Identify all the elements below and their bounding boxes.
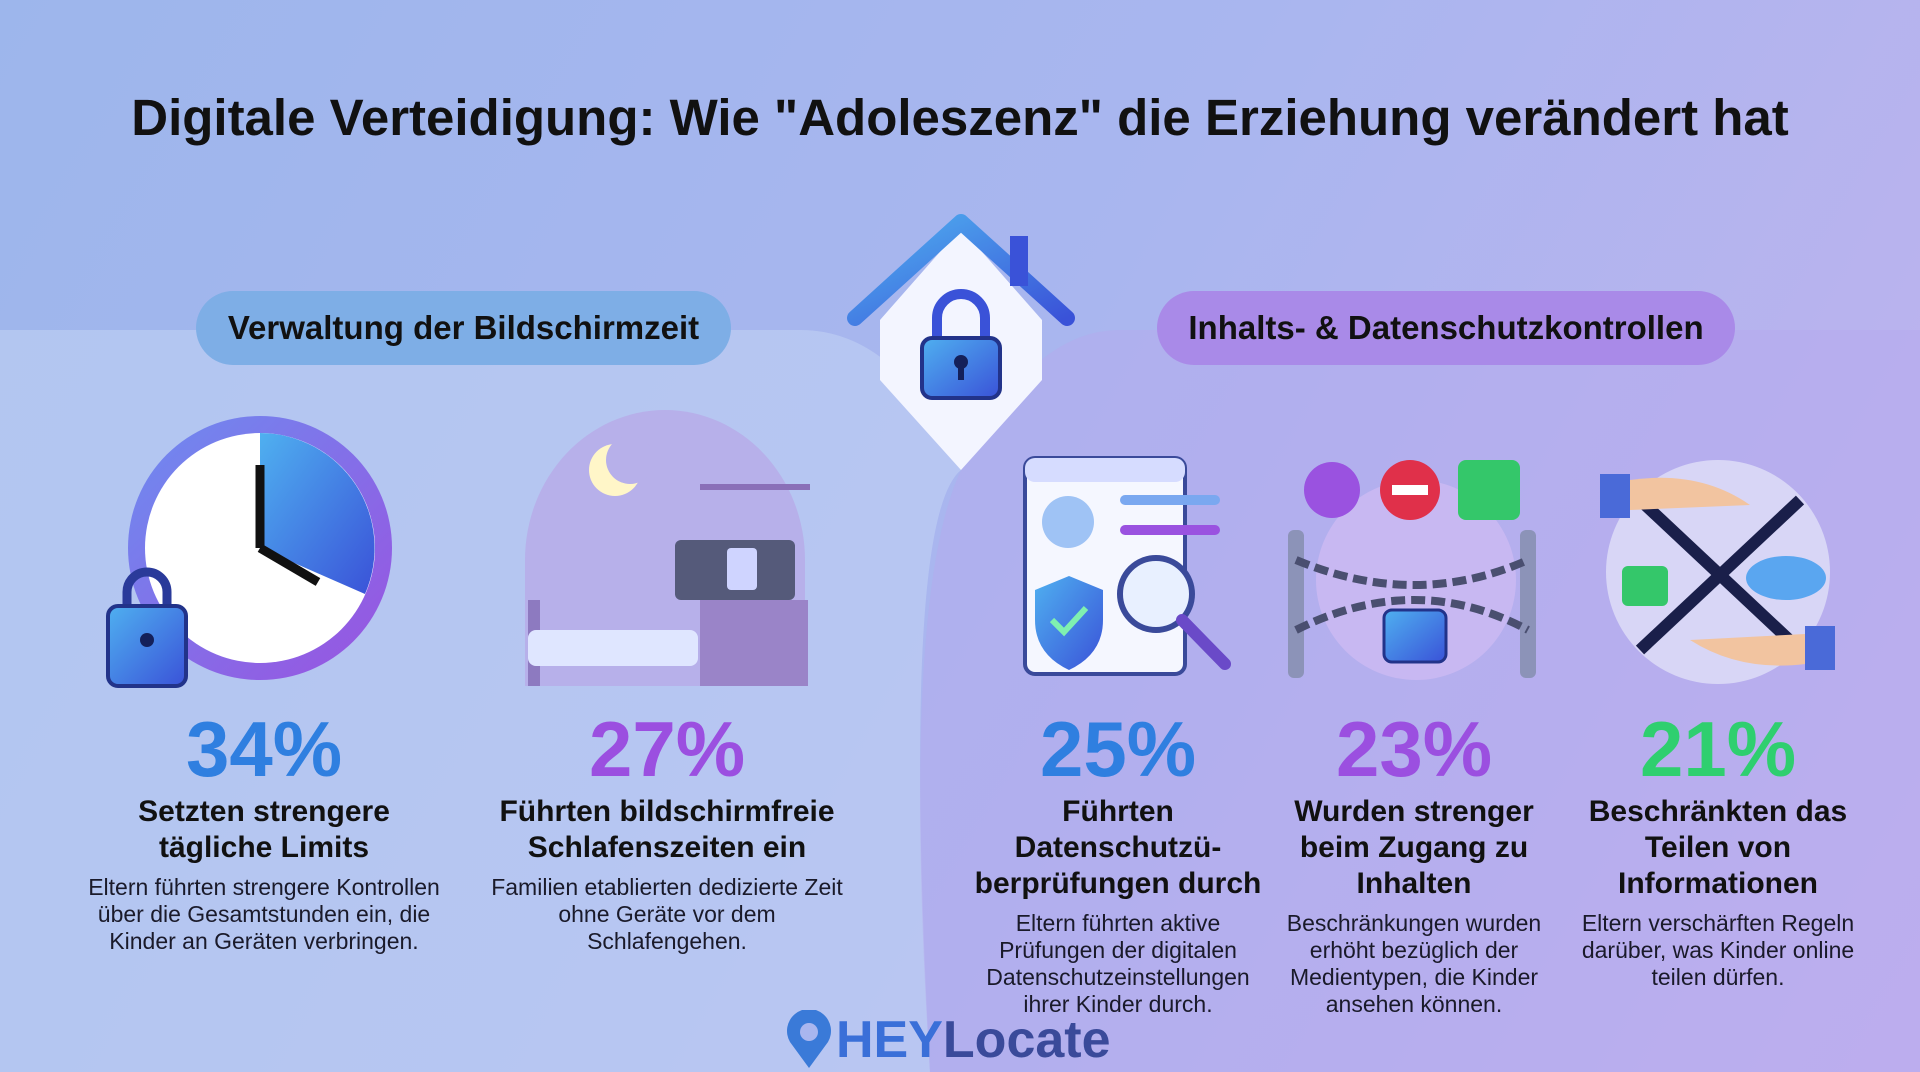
- stat-column: 25% Führten Datenschutzü-berprüfungen dur…: [968, 704, 1268, 1018]
- stat-title: Führten Datenschutzü-berprüfungen durch: [974, 795, 1262, 900]
- chains-icon: [1288, 460, 1536, 680]
- stat-description: Beschränkungen wurden erhöht bezüglich d…: [1286, 910, 1542, 1017]
- logo-bold: HEY: [836, 1011, 943, 1069]
- section-heading: Verwaltung der Bildschirmzeit: [196, 291, 731, 365]
- logo-text: Locate: [942, 1011, 1111, 1069]
- stat-title: Wurden strenger beim Zugang zu Inhalten: [1294, 795, 1534, 900]
- section-heading: Inhalts- & Datenschutzkontrollen: [1157, 291, 1735, 365]
- stat-value: 27%: [588, 705, 746, 793]
- stat-column: 27% Führten bildschirmfreie Schlafenszeit…: [477, 704, 857, 955]
- stat-value: 34%: [185, 705, 343, 793]
- sharing-icon: [1600, 460, 1835, 684]
- stat-description: Eltern verschärften Regeln darüber, was …: [1581, 910, 1855, 990]
- logo-pin: [787, 1010, 831, 1068]
- stat-column: 23% Wurden strenger beim Zugang zu Inhalt…: [1269, 704, 1559, 1018]
- stat-description: Eltern führten strengere Kontrollen über…: [88, 874, 440, 954]
- stat-value: 23%: [1335, 705, 1493, 793]
- stat-title: Setzten strengere tägliche Limits: [138, 795, 390, 864]
- bedroom-icon: [525, 410, 810, 686]
- logo: HEYLocate: [836, 1010, 1111, 1070]
- clock-icon: [106, 416, 392, 688]
- stat-column: 21% Beschränkten das Teilen von Informati…: [1568, 704, 1868, 991]
- stat-title: Führten bildschirmfreie Schlafenszeiten …: [499, 795, 835, 864]
- left-panel: [0, 330, 961, 1072]
- stat-description: Eltern führten aktive Prüfungen der digi…: [986, 910, 1250, 1017]
- privacy-icon: [1023, 456, 1231, 676]
- stat-value: 25%: [1039, 705, 1197, 793]
- stat-title: Beschränkten das Teilen von Informatione…: [1588, 795, 1848, 900]
- house-icon: [847, 214, 1075, 470]
- title: Digitale Verteidigung: Wie "Adoleszenz" …: [131, 89, 1789, 146]
- stat-value: 21%: [1639, 705, 1797, 793]
- stat-column: 34% Setzten strengere tägliche Limits Elte…: [84, 704, 444, 955]
- stat-description: Familien etablierten dedizierte Zeit ohn…: [491, 874, 843, 954]
